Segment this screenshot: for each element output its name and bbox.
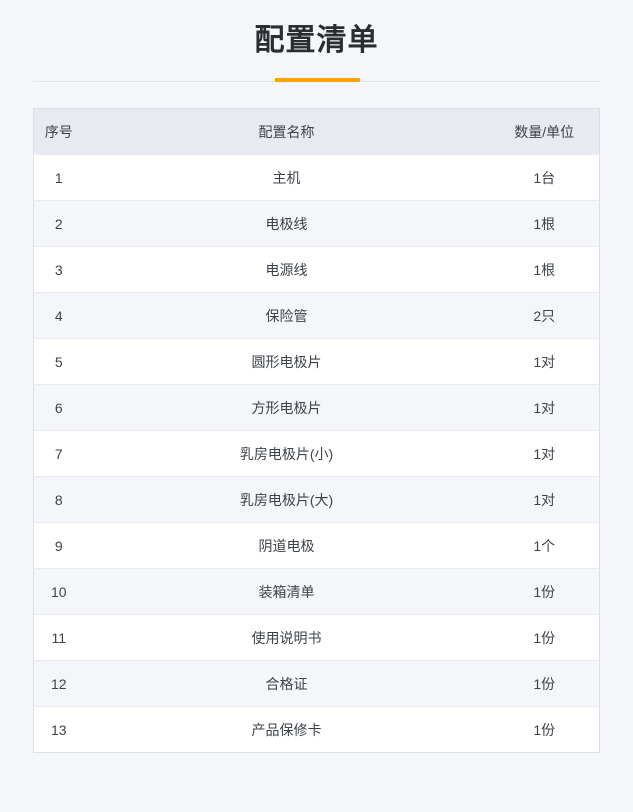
cell-qty: 1台 — [533, 169, 556, 186]
table-header: 序号 配置名称 数量/单位 — [33, 108, 600, 155]
column-header-index: 序号 — [33, 108, 84, 155]
cell-qty: 1根 — [533, 215, 556, 232]
table-row: 9 阴道电极 1个 — [33, 522, 600, 569]
table-row: 10 装箱清单 1份 — [33, 568, 600, 615]
table-row: 12 合格证 1份 — [33, 660, 600, 707]
cell-name: 装箱清单 — [258, 583, 315, 600]
cell-index: 2 — [54, 215, 63, 232]
table-row: 1 主机 1台 — [33, 154, 600, 201]
cell-qty: 1对 — [533, 399, 556, 416]
table-body: 1 主机 1台 2 电极线 1根 3 电源线 1根 4 保险管 2只 5 圆形电… — [33, 154, 600, 753]
cell-qty: 1个 — [533, 537, 556, 554]
cell-name: 圆形电极片 — [251, 353, 322, 370]
cell-name: 电极线 — [265, 215, 308, 232]
table-row: 2 电极线 1根 — [33, 200, 600, 247]
cell-name: 合格证 — [265, 675, 308, 692]
page-title: 配置清单 — [254, 24, 379, 57]
cell-qty: 1对 — [533, 445, 556, 462]
cell-qty: 1份 — [533, 721, 556, 738]
cell-name: 保险管 — [265, 307, 308, 324]
cell-name: 产品保修卡 — [251, 721, 322, 738]
cell-name: 主机 — [272, 169, 301, 186]
cell-name: 乳房电极片(小) — [239, 445, 334, 462]
cell-qty: 1对 — [533, 353, 556, 370]
cell-qty: 2只 — [533, 307, 556, 324]
cell-qty: 1根 — [533, 261, 556, 278]
table-row: 4 保险管 2只 — [33, 292, 600, 339]
table-row: 13 产品保修卡 1份 — [33, 706, 600, 753]
cell-qty: 1对 — [533, 491, 556, 508]
cell-index: 1 — [54, 169, 63, 186]
table-row: 7 乳房电极片(小) 1对 — [33, 430, 600, 477]
cell-index: 12 — [50, 675, 67, 692]
column-header-qty: 数量/单位 — [489, 108, 600, 155]
cell-name: 阴道电极 — [258, 537, 315, 554]
config-list-page: 配置清单 序号 配置名称 数量/单位 1 主机 1台 2 电极线 1根 3 电源… — [33, 24, 600, 753]
table-row: 3 电源线 1根 — [33, 246, 600, 293]
cell-name: 电源线 — [265, 261, 308, 278]
cell-index: 5 — [54, 353, 63, 370]
cell-index: 11 — [51, 629, 67, 646]
cell-index: 10 — [50, 583, 67, 600]
column-header-name: 配置名称 — [83, 108, 490, 155]
table-row: 6 方形电极片 1对 — [33, 384, 600, 431]
table-header-row: 序号 配置名称 数量/单位 — [33, 108, 600, 155]
cell-index: 6 — [54, 399, 63, 416]
cell-name: 方形电极片 — [251, 399, 322, 416]
cell-name: 使用说明书 — [251, 629, 322, 646]
cell-index: 3 — [54, 261, 63, 278]
cell-index: 8 — [54, 491, 63, 508]
cell-qty: 1份 — [533, 629, 556, 646]
cell-index: 13 — [50, 721, 67, 738]
table-row: 11 使用说明书 1份 — [33, 614, 600, 661]
config-table: 序号 配置名称 数量/单位 1 主机 1台 2 电极线 1根 3 电源线 1根 … — [33, 108, 600, 753]
cell-qty: 1份 — [533, 583, 556, 600]
cell-index: 7 — [54, 445, 63, 462]
cell-name: 乳房电极片(大) — [239, 491, 334, 508]
cell-index: 4 — [54, 307, 63, 324]
title-divider — [33, 78, 600, 82]
cell-index: 9 — [54, 537, 63, 554]
table-row: 5 圆形电极片 1对 — [33, 338, 600, 385]
title-accent-bar — [274, 78, 360, 82]
cell-qty: 1份 — [533, 675, 556, 692]
table-row: 8 乳房电极片(大) 1对 — [33, 476, 600, 523]
